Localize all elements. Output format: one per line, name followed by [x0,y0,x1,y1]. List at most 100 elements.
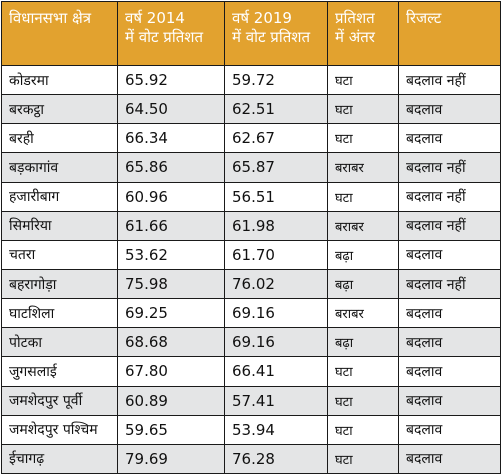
constituency-cell: चतरा [2,240,118,269]
difference-cell: बराबर [328,153,399,182]
result-cell: बदलाव नहीं [406,276,466,293]
table-row: पोटका 68.68 69.16 बढ़ा बदलाव [2,328,500,358]
constituency-cell: जमशेदपुर पूर्वी [2,386,118,415]
table-row: जमशेदपुर पूर्वी 60.89 57.41 घटा बदलाव [2,386,500,416]
constituency-cell: सिमरिया [2,211,118,240]
vote-2019-cell: 66.41 [225,357,328,386]
header-vote-2019-line2: में वोट प्रतिशत [232,28,311,46]
vote-2014-cell: 59.65 [118,415,225,444]
difference-cell: घटा [328,95,399,124]
difference-cell: बराबर [328,299,399,328]
vote-2014-cell: 69.25 [118,299,225,328]
difference-cell: घटा [328,182,399,211]
constituency-cell: बरही [2,124,118,153]
table-row: बरकट्ठा 64.50 62.51 घटा बदलाव [2,95,500,125]
vote-2014-cell: 68.68 [118,328,225,357]
result-cell: बदलाव [406,305,443,322]
result-cell: बदलाव नहीं [406,218,466,235]
header-vote-2019: वर्ष 2019 में वोट प्रतिशत [225,2,328,65]
header-result: रिजल्ट [399,2,500,65]
vote-2019-cell: 57.41 [225,386,328,415]
constituency-cell: बहरागोड़ा [2,269,118,299]
header-vote-2014: वर्ष 2014 में वोट प्रतिशत [118,2,225,65]
table-row: जुगसलाई 67.80 66.41 घटा बदलाव [2,357,500,387]
result-cell: बदलाव [406,451,443,468]
vote-2014-cell: 65.86 [118,153,225,182]
result-cell: बदलाव [406,334,443,351]
table-row: जमशेदपुर पश्चिम 59.65 53.94 घटा बदलाव [2,415,500,445]
vote-2019-cell: 59.72 [225,66,328,95]
header-difference-line1: प्रतिशत [335,9,375,27]
header-constituency-label: विधानसभा क्षेत्र [9,9,92,27]
header-result-label: रिजल्ट [406,9,442,27]
header-vote-2014-line2: में वोट प्रतिशत [125,28,204,46]
difference-cell: बराबर [328,211,399,240]
vote-2019-cell: 62.67 [225,124,328,153]
vote-2019-cell: 61.70 [225,240,328,269]
vote-2014-cell: 66.34 [118,124,225,153]
difference-cell: घटा [328,357,399,386]
vote-2014-cell: 79.69 [118,444,225,473]
header-difference-line2: में अंतर [335,28,375,46]
result-cell: बदलाव नहीं [406,72,466,89]
table-row: कोडरमा 65.92 59.72 घटा बदलाव नहीं [2,66,500,96]
header-constituency: विधानसभा क्षेत्र [2,2,118,65]
result-cell: बदलाव [406,101,443,118]
constituency-cell: बरकट्ठा [2,95,118,124]
table-row: चतरा 53.62 61.70 बढ़ा बदलाव [2,240,500,270]
vote-2014-cell: 67.80 [118,357,225,386]
table-row: ईचागढ़ 79.69 76.28 घटा बदलाव [2,444,500,473]
vote-2014-cell: 75.98 [118,269,225,299]
constituency-cell: पोटका [2,328,118,357]
table-body: कोडरमा 65.92 59.72 घटा बदलाव नहीं बरकट्ठ… [2,66,500,473]
constituency-cell: बड़कागांव [2,153,118,182]
result-cell: बदलाव [406,393,443,410]
table-row: बहरागोड़ा 75.98 76.02 बढ़ा बदलाव नहीं [2,269,500,300]
vote-2014-cell: 60.89 [118,386,225,415]
table-row: बरही 66.34 62.67 घटा बदलाव [2,124,500,154]
difference-cell: बढ़ा [328,328,399,357]
vote-2019-cell: 61.98 [225,211,328,240]
constituency-cell: जमशेदपुर पश्चिम [2,415,118,444]
difference-cell: घटा [328,415,399,444]
constituency-cell: हजारीबाग [2,182,118,211]
vote-2014-cell: 60.96 [118,182,225,211]
difference-cell: घटा [328,66,399,95]
vote-2014-cell: 53.62 [118,240,225,269]
constituency-cell: जुगसलाई [2,357,118,386]
difference-cell: बढ़ा [328,240,399,269]
vote-2019-cell: 69.16 [225,328,328,357]
table-header: विधानसभा क्षेत्र वर्ष 2014 में वोट प्रति… [2,2,500,66]
header-vote-2014-line1: वर्ष 2014 [125,9,185,27]
result-cell: बदलाव नहीं [406,159,466,176]
result-cell: बदलाव नहीं [406,189,466,206]
result-cell: बदलाव [406,247,443,264]
constituency-cell: ईचागढ़ [2,444,118,473]
vote-2019-cell: 76.02 [225,269,328,299]
vote-2014-cell: 65.92 [118,66,225,95]
vote-2019-cell: 76.28 [225,444,328,473]
result-cell: बदलाव [406,363,443,380]
result-cell: बदलाव [406,422,443,439]
difference-cell: घटा [328,444,399,473]
header-difference: प्रतिशत में अंतर [328,2,399,65]
vote-2014-cell: 64.50 [118,95,225,124]
vote-2019-cell: 65.87 [225,153,328,182]
difference-cell: घटा [328,124,399,153]
header-vote-2019-line1: वर्ष 2019 [232,9,292,27]
vote-2019-cell: 62.51 [225,95,328,124]
constituency-cell: कोडरमा [2,66,118,95]
table-row: बड़कागांव 65.86 65.87 बराबर बदलाव नहीं [2,153,500,183]
table-row: हजारीबाग 60.96 56.51 घटा बदलाव नहीं [2,182,500,212]
constituency-cell: घाटशिला [2,299,118,328]
table-row: घाटशिला 69.25 69.16 बराबर बदलाव [2,299,500,329]
difference-cell: घटा [328,386,399,415]
difference-cell: बढ़ा [328,269,399,299]
vote-2019-cell: 53.94 [225,415,328,444]
table-row: सिमरिया 61.66 61.98 बराबर बदलाव नहीं [2,211,500,241]
vote-2019-cell: 69.16 [225,299,328,328]
result-cell: बदलाव [406,130,443,147]
vote-2019-cell: 56.51 [225,182,328,211]
vote-2014-cell: 61.66 [118,211,225,240]
